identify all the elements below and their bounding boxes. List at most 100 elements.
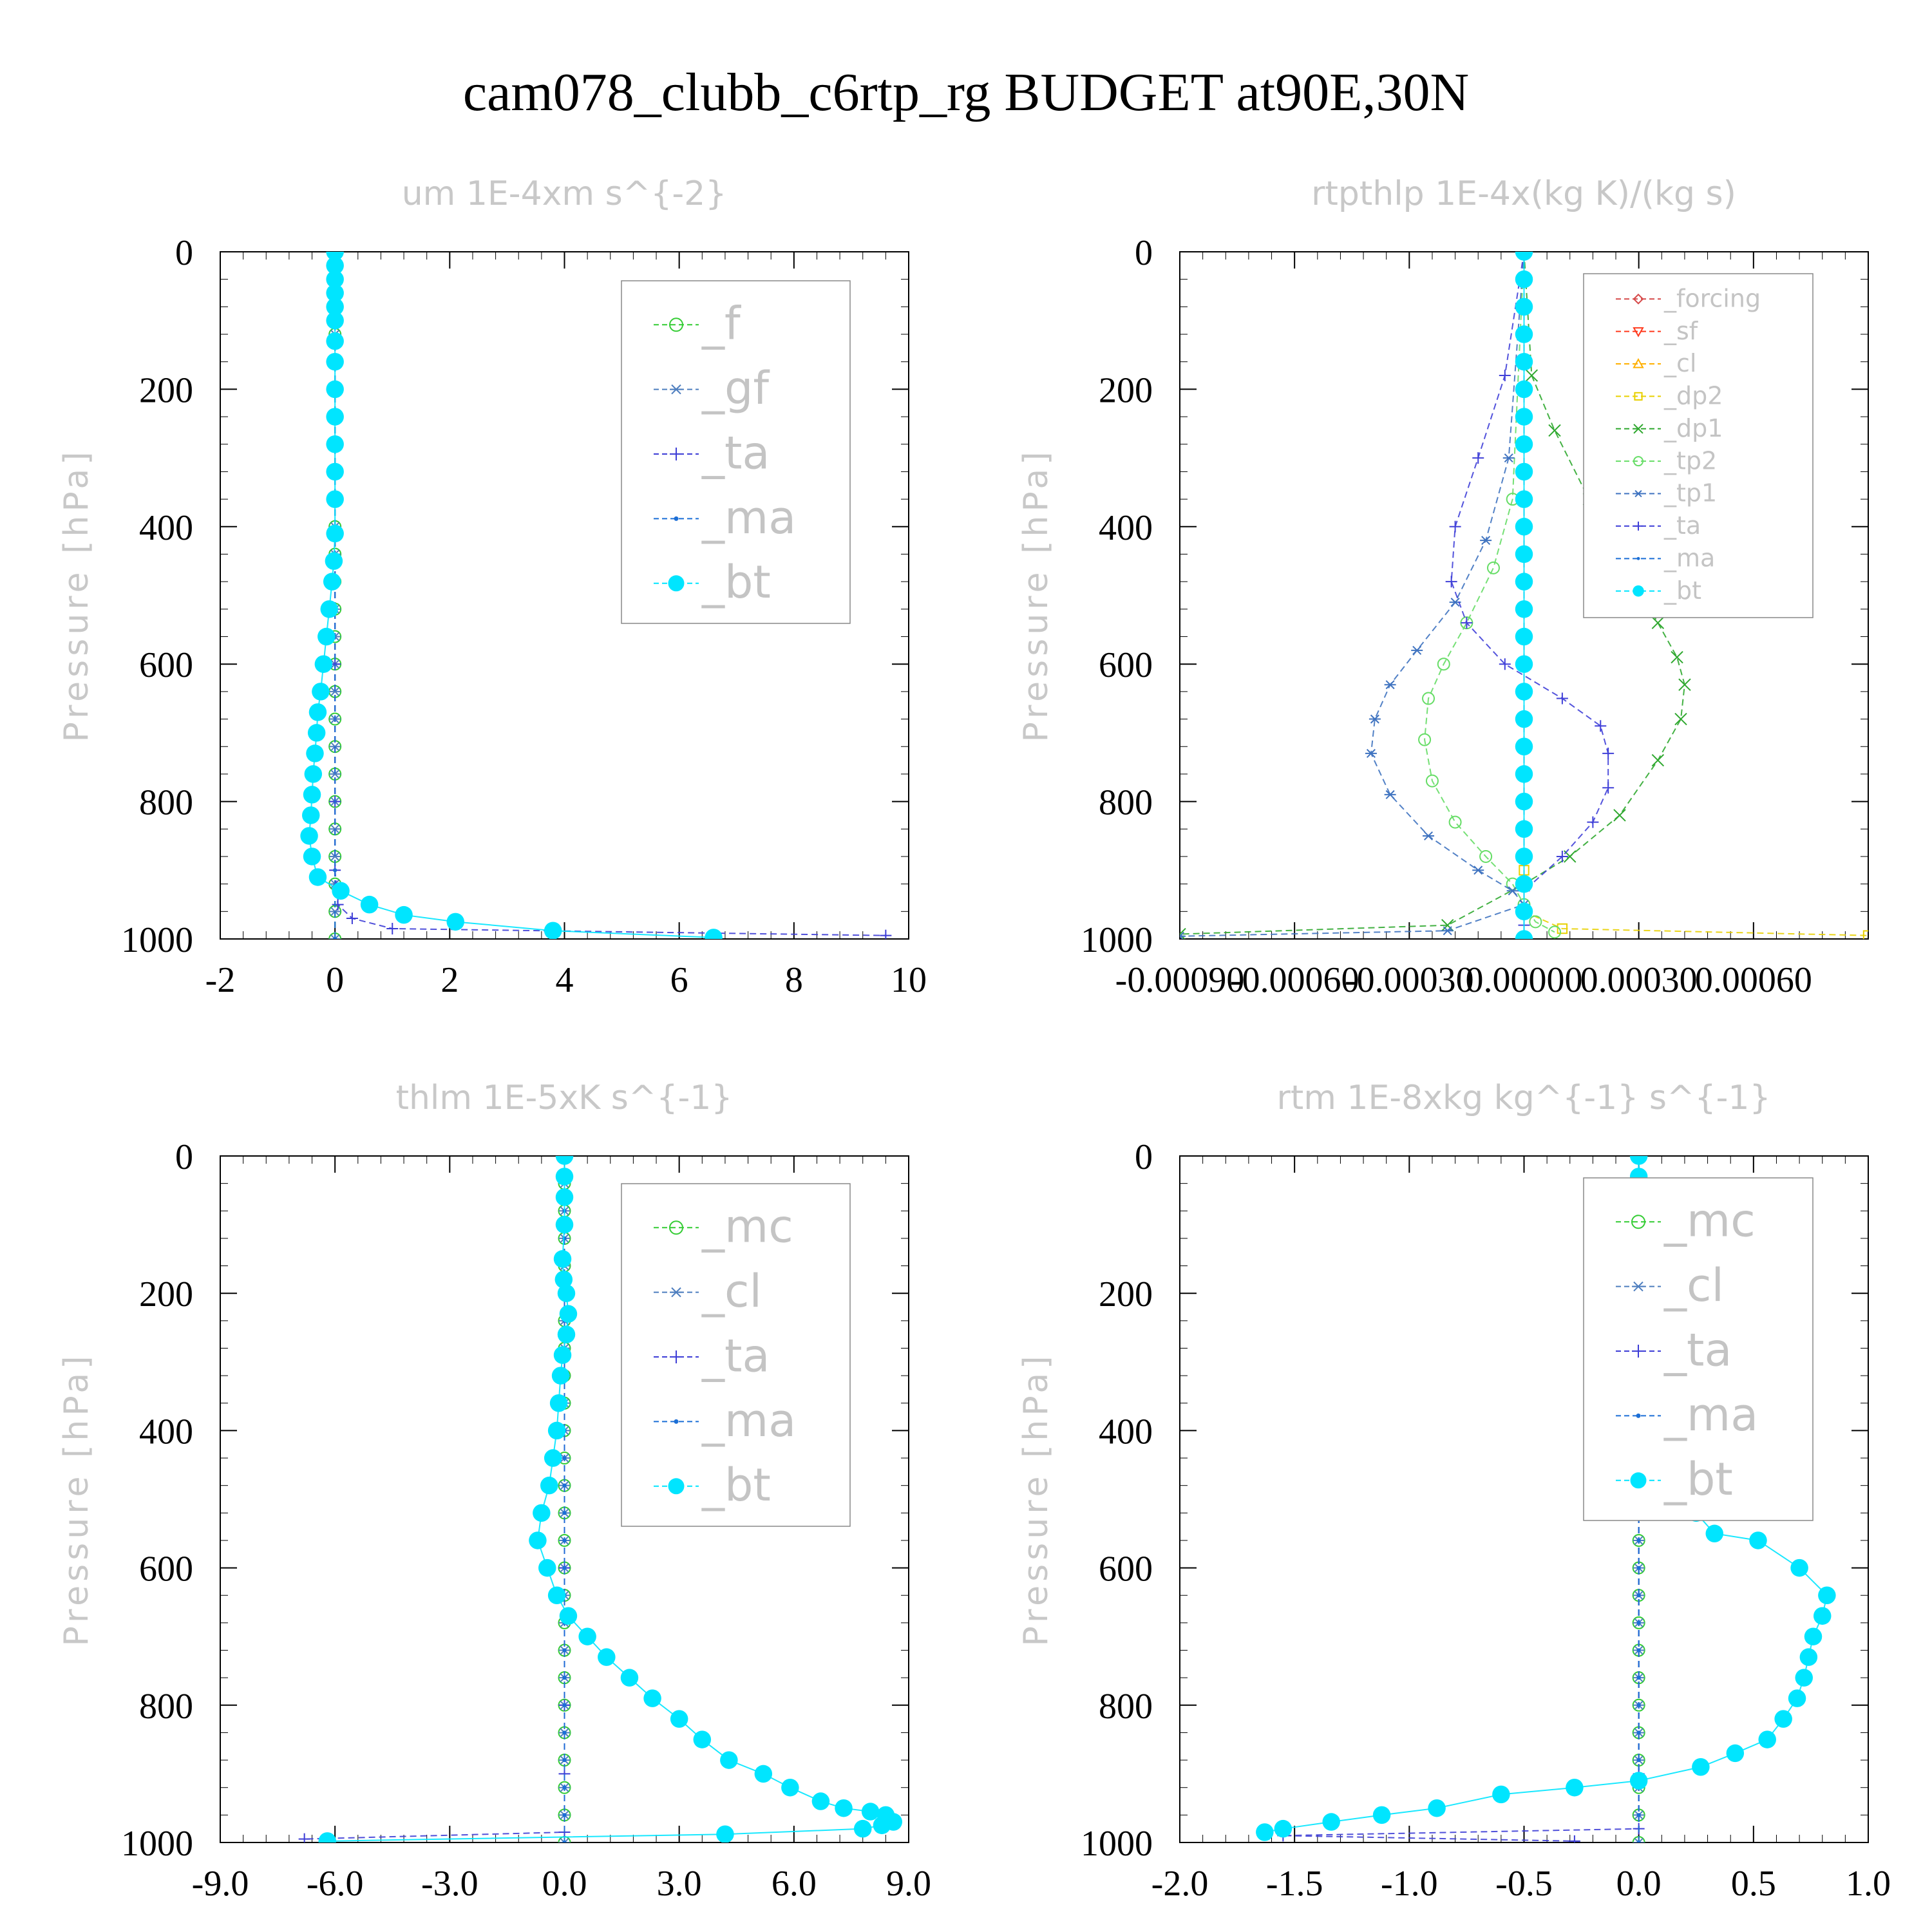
data-point bbox=[1428, 1799, 1446, 1817]
data-point bbox=[329, 851, 341, 861]
data-point bbox=[1651, 753, 1665, 767]
legend-marker bbox=[1634, 392, 1643, 401]
data-point bbox=[1613, 809, 1626, 822]
data-point bbox=[1629, 1156, 1648, 1165]
data-point bbox=[1461, 617, 1473, 629]
data-point bbox=[326, 462, 344, 481]
data-point bbox=[1788, 1689, 1806, 1707]
data-point bbox=[861, 1803, 880, 1821]
x-tick-label: -3.0 bbox=[421, 1864, 478, 1904]
x-tick-label: 0.0 bbox=[542, 1864, 587, 1904]
legend-box bbox=[1583, 273, 1814, 618]
series-tp1 bbox=[1180, 252, 1530, 939]
data-point bbox=[326, 352, 344, 371]
legend-marker bbox=[1634, 489, 1643, 498]
data-point bbox=[1548, 424, 1561, 437]
data-point bbox=[1674, 712, 1687, 726]
data-point bbox=[1274, 1819, 1293, 1838]
legend-label: _cl bbox=[1663, 1259, 1724, 1312]
data-point bbox=[1636, 1840, 1641, 1842]
data-point bbox=[446, 913, 464, 931]
y-tick-label: 0 bbox=[1135, 1137, 1153, 1177]
x-tick-label: 10 bbox=[891, 960, 927, 1000]
data-point bbox=[562, 1566, 567, 1570]
data-point bbox=[538, 1558, 556, 1577]
data-point bbox=[1372, 1806, 1391, 1824]
data-point bbox=[1411, 645, 1423, 655]
data-point bbox=[562, 1730, 567, 1735]
data-point bbox=[1595, 720, 1607, 732]
x-tick-label: 2 bbox=[440, 960, 459, 1000]
data-point bbox=[325, 552, 343, 570]
data-point bbox=[547, 1421, 566, 1440]
data-point bbox=[1636, 1593, 1641, 1598]
legend-marker bbox=[1633, 456, 1643, 467]
y-tick-label: 600 bbox=[1099, 1549, 1153, 1589]
legend-label: _tp1 bbox=[1663, 479, 1717, 507]
data-point bbox=[1602, 747, 1615, 759]
data-point bbox=[1480, 536, 1492, 545]
y-axis-label: Pressure [hPa] bbox=[57, 448, 96, 743]
legend-label: _ta bbox=[1663, 511, 1701, 540]
data-point bbox=[705, 929, 723, 939]
x-tick-label: -2.0 bbox=[1151, 1864, 1209, 1904]
data-point bbox=[880, 929, 892, 939]
data-point bbox=[551, 1367, 570, 1385]
x-tick-label: -1.5 bbox=[1266, 1864, 1323, 1904]
series-line bbox=[1180, 252, 1526, 937]
x-tick-label: 6 bbox=[670, 960, 688, 1000]
data-point bbox=[781, 1778, 799, 1797]
y-tick-label: 800 bbox=[1099, 783, 1153, 823]
data-point bbox=[1587, 816, 1599, 828]
x-tick-label: 3.0 bbox=[657, 1864, 702, 1904]
data-point bbox=[1515, 325, 1533, 343]
data-point bbox=[1437, 658, 1450, 671]
data-point bbox=[1636, 1538, 1641, 1543]
x-tick-label: -6.0 bbox=[307, 1864, 364, 1904]
data-point bbox=[562, 1648, 567, 1653]
data-point bbox=[555, 1168, 574, 1186]
legend-label: _ma bbox=[1663, 544, 1715, 572]
data-point bbox=[554, 1271, 573, 1289]
series-tp2 bbox=[1418, 252, 1562, 939]
legend-label: _bt bbox=[701, 556, 771, 609]
data-point bbox=[312, 683, 330, 701]
data-point bbox=[1515, 848, 1533, 866]
legend-label: _bt bbox=[1663, 1453, 1733, 1506]
x-tick-label: 4 bbox=[556, 960, 574, 1000]
data-point bbox=[326, 435, 344, 453]
x-tick-label: 0.00000 bbox=[1466, 960, 1583, 1000]
legend-marker bbox=[674, 516, 679, 521]
data-point bbox=[1425, 774, 1439, 788]
data-point bbox=[1515, 627, 1533, 646]
data-point bbox=[326, 256, 344, 275]
legend-marker bbox=[1636, 1413, 1641, 1418]
data-point bbox=[1515, 408, 1533, 426]
data-point bbox=[1818, 1586, 1836, 1604]
data-point bbox=[320, 600, 339, 618]
data-point bbox=[562, 1483, 567, 1488]
legend-label: _mc bbox=[1663, 1195, 1756, 1247]
data-point bbox=[559, 1607, 578, 1625]
legend-marker bbox=[669, 1220, 683, 1235]
x-tick-label: 8 bbox=[785, 960, 803, 1000]
data-point bbox=[1636, 1620, 1641, 1625]
data-point bbox=[326, 332, 344, 350]
x-tick-label: -0.00060 bbox=[1230, 960, 1359, 1000]
data-point bbox=[326, 270, 344, 289]
x-tick-label: 0 bbox=[326, 960, 344, 1000]
data-point bbox=[1515, 902, 1533, 921]
data-point bbox=[1515, 930, 1533, 939]
data-point bbox=[346, 912, 358, 924]
data-point bbox=[326, 380, 344, 399]
data-point bbox=[529, 1531, 547, 1549]
data-point bbox=[332, 882, 350, 900]
y-tick-label: 0 bbox=[175, 1137, 193, 1177]
data-point bbox=[1515, 820, 1533, 838]
legend-marker bbox=[1633, 424, 1643, 434]
data-point bbox=[1636, 1813, 1641, 1817]
y-tick-label: 400 bbox=[139, 508, 193, 548]
data-point bbox=[549, 1394, 568, 1412]
data-point bbox=[317, 627, 336, 646]
legend-marker bbox=[1632, 1345, 1645, 1358]
